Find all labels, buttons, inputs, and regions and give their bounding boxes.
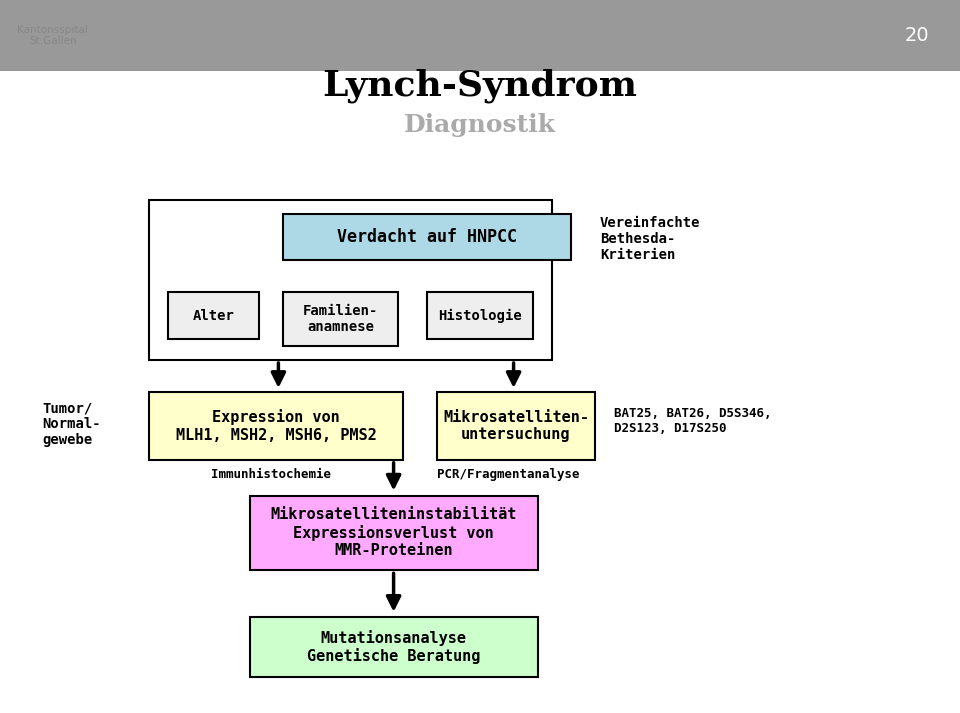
Text: Mutationsanalyse
Genetische Beratung: Mutationsanalyse Genetische Beratung bbox=[307, 630, 480, 665]
Text: Alter: Alter bbox=[193, 309, 234, 322]
Text: Kantonsspital
St.Gallen: Kantonsspital St.Gallen bbox=[17, 25, 88, 46]
Text: Mikrosatelliteninstabilität
Expressionsverlust von
MMR-Proteinen: Mikrosatelliteninstabilität Expressionsv… bbox=[271, 508, 516, 558]
Bar bbox=[149, 392, 403, 460]
Bar bbox=[168, 292, 259, 339]
Bar bbox=[0, 0, 960, 71]
Text: Expression von
MLH1, MSH2, MSH6, PMS2: Expression von MLH1, MSH2, MSH6, PMS2 bbox=[176, 409, 376, 443]
Text: Verdacht auf HNPCC: Verdacht auf HNPCC bbox=[337, 228, 517, 246]
Text: Lynch-Syndrom: Lynch-Syndrom bbox=[323, 68, 637, 103]
Text: PCR/Fragmentanalyse: PCR/Fragmentanalyse bbox=[437, 468, 579, 481]
Bar bbox=[149, 200, 552, 360]
Text: Diagnostik: Diagnostik bbox=[404, 113, 556, 137]
Text: Familien-
anamnese: Familien- anamnese bbox=[303, 304, 378, 334]
Bar bbox=[283, 292, 398, 346]
Text: BAT25, BAT26, D5S346,
D2S123, D17S250: BAT25, BAT26, D5S346, D2S123, D17S250 bbox=[614, 406, 772, 435]
Text: Tumor/
Normal-
gewebe: Tumor/ Normal- gewebe bbox=[42, 401, 102, 448]
Bar bbox=[250, 496, 538, 570]
Bar bbox=[250, 617, 538, 677]
Text: Vereinfachte
Bethesda-
Kriterien: Vereinfachte Bethesda- Kriterien bbox=[600, 215, 701, 262]
Text: Immunhistochemie: Immunhistochemie bbox=[211, 468, 331, 481]
Text: Histologie: Histologie bbox=[438, 309, 522, 322]
Text: Mikrosatelliten-
untersuchung: Mikrosatelliten- untersuchung bbox=[443, 410, 589, 442]
Bar bbox=[283, 214, 571, 260]
Text: 20: 20 bbox=[904, 26, 929, 45]
Bar bbox=[437, 392, 595, 460]
Bar bbox=[427, 292, 533, 339]
